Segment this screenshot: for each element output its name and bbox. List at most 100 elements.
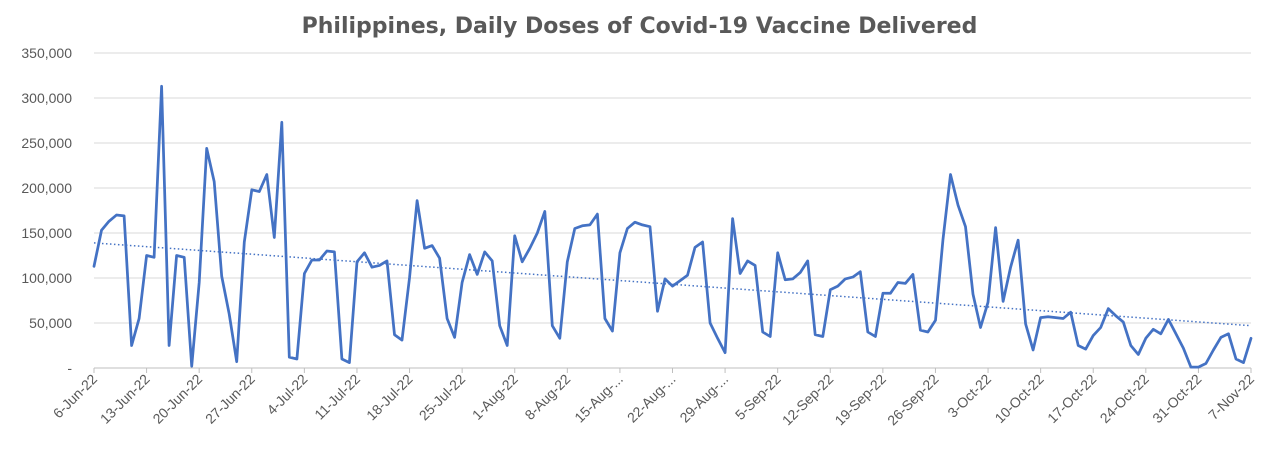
x-tick-label: 19-Sep-22 <box>831 371 889 429</box>
data-point <box>1069 311 1071 313</box>
data-point <box>927 331 929 333</box>
data-point <box>641 224 643 226</box>
data-point <box>611 330 613 332</box>
data-point <box>1054 316 1056 318</box>
data-point <box>115 214 117 216</box>
data-point <box>296 358 298 360</box>
data-point <box>506 344 508 346</box>
data-point <box>949 173 951 175</box>
data-point <box>514 235 516 237</box>
data-point <box>123 215 125 217</box>
data-point <box>393 334 395 336</box>
data-point <box>258 190 260 192</box>
data-point <box>288 356 290 358</box>
data-point <box>596 213 598 215</box>
data-point <box>1115 315 1117 317</box>
data-point <box>536 232 538 234</box>
data-point <box>574 227 576 229</box>
data-point <box>867 331 869 333</box>
data-point <box>679 280 681 282</box>
data-point <box>1175 333 1177 335</box>
data-point <box>1242 361 1244 363</box>
data-point <box>130 344 132 346</box>
series-line <box>92 84 1253 369</box>
data-point <box>761 331 763 333</box>
data-point <box>1062 317 1064 319</box>
data-point <box>844 278 846 280</box>
x-tick-label: 22-Aug-... <box>624 371 679 426</box>
data-point <box>739 272 741 274</box>
data-point <box>1002 300 1004 302</box>
y-tick-label: 250,000 <box>21 135 72 151</box>
data-point <box>205 147 207 149</box>
data-point <box>371 266 373 268</box>
series-layer <box>92 84 1253 369</box>
x-tick-label: 13-Jun-22 <box>97 371 153 427</box>
data-point <box>1182 347 1184 349</box>
x-tick-label: 29-Aug-... <box>676 371 731 426</box>
data-point <box>852 276 854 278</box>
data-point <box>1190 366 1192 368</box>
x-tick-label: 3-Oct-22 <box>944 371 994 421</box>
data-point <box>236 361 238 363</box>
data-point <box>213 181 215 183</box>
data-point <box>686 274 688 276</box>
data-point <box>100 229 102 231</box>
data-point <box>964 226 966 228</box>
data-point <box>251 189 253 191</box>
data-point <box>904 282 906 284</box>
data-point <box>190 365 192 367</box>
data-point <box>807 260 809 262</box>
data-point <box>416 199 418 201</box>
data-point <box>423 247 425 249</box>
data-point <box>476 273 478 275</box>
y-tick-label: - <box>67 360 72 376</box>
data-point <box>1220 336 1222 338</box>
y-tick-label: 50,000 <box>29 315 72 331</box>
data-point <box>1100 326 1102 328</box>
y-tick-label: 150,000 <box>21 225 72 241</box>
data-point <box>228 313 230 315</box>
data-point <box>160 85 162 87</box>
data-point <box>919 329 921 331</box>
data-point <box>175 254 177 256</box>
x-tick-label: 17-Oct-22 <box>1044 371 1099 426</box>
data-point <box>108 220 110 222</box>
data-point <box>1032 349 1034 351</box>
data-point <box>889 292 891 294</box>
y-axis: - 50,000 100,000 150,000 200,000 250,000 300,0… <box>21 45 72 376</box>
x-tick-label: 12-Sep-22 <box>779 371 837 429</box>
x-tick-label: 7-Nov-22 <box>1205 371 1257 423</box>
x-tick-label: 18-Jul-22 <box>363 371 416 424</box>
data-point <box>822 335 824 337</box>
data-point <box>281 121 283 123</box>
y-tick-label: 200,000 <box>21 180 72 196</box>
data-point <box>942 238 944 240</box>
data-point <box>634 221 636 223</box>
data-point <box>1160 333 1162 335</box>
data-point <box>243 241 245 243</box>
y-tick-label: 300,000 <box>21 90 72 106</box>
data-point <box>93 265 95 267</box>
data-point <box>1152 328 1154 330</box>
data-point <box>709 322 711 324</box>
data-point <box>1227 333 1229 335</box>
x-tick-label: 10-Oct-22 <box>991 371 1046 426</box>
data-point <box>311 259 313 261</box>
data-point <box>1092 334 1094 336</box>
data-point <box>1250 337 1252 339</box>
data-point <box>386 260 388 262</box>
data-point <box>461 281 463 283</box>
y-tick-label: 350,000 <box>21 45 72 61</box>
data-point <box>897 281 899 283</box>
data-point <box>716 337 718 339</box>
data-point <box>664 278 666 280</box>
data-point <box>221 275 223 277</box>
data-point <box>649 226 651 228</box>
data-point <box>784 279 786 281</box>
y-tick-label: 100,000 <box>21 270 72 286</box>
data-point <box>273 236 275 238</box>
data-point <box>168 344 170 346</box>
data-point <box>694 246 696 248</box>
